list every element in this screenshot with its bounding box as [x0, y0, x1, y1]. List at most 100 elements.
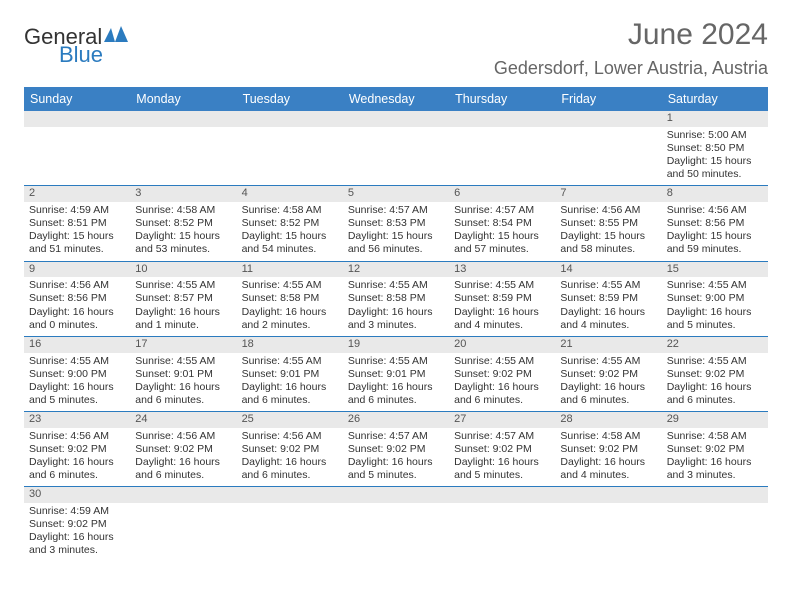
header: General June 2024 Gedersdorf, Lower Aust… — [24, 18, 768, 79]
weekday-header: Friday — [555, 87, 661, 111]
daylight-text: Daylight: 15 hours and 54 minutes. — [242, 230, 338, 256]
daylight-text: Daylight: 16 hours and 6 minutes. — [454, 381, 550, 407]
daylight-text: Daylight: 15 hours and 53 minutes. — [135, 230, 231, 256]
weekday-header: Sunday — [24, 87, 130, 111]
daylight-text: Daylight: 16 hours and 3 minutes. — [667, 456, 763, 482]
day-number-empty — [24, 111, 130, 127]
sunrise-text: Sunrise: 4:57 AM — [454, 430, 550, 443]
sunset-text: Sunset: 8:58 PM — [242, 292, 338, 305]
calendar-cell — [449, 111, 555, 186]
sunset-text: Sunset: 9:01 PM — [348, 368, 444, 381]
calendar-cell: 10Sunrise: 4:55 AMSunset: 8:57 PMDayligh… — [130, 261, 236, 336]
sunset-text: Sunset: 8:58 PM — [348, 292, 444, 305]
sunrise-text: Sunrise: 4:58 AM — [667, 430, 763, 443]
location: Gedersdorf, Lower Austria, Austria — [494, 58, 768, 79]
sunset-text: Sunset: 9:02 PM — [667, 443, 763, 456]
weekday-header: Tuesday — [237, 87, 343, 111]
sunrise-text: Sunrise: 4:56 AM — [560, 204, 656, 217]
calendar-cell — [449, 487, 555, 562]
sunset-text: Sunset: 9:00 PM — [667, 292, 763, 305]
sunrise-text: Sunrise: 4:57 AM — [348, 204, 444, 217]
calendar-cell: 4Sunrise: 4:58 AMSunset: 8:52 PMDaylight… — [237, 186, 343, 261]
sunset-text: Sunset: 9:02 PM — [135, 443, 231, 456]
calendar-cell — [343, 111, 449, 186]
calendar-cell — [130, 111, 236, 186]
daylight-text: Daylight: 16 hours and 3 minutes. — [29, 531, 125, 557]
calendar-cell — [555, 487, 661, 562]
day-number: 17 — [130, 337, 236, 353]
sunset-text: Sunset: 9:02 PM — [242, 443, 338, 456]
day-number: 9 — [24, 262, 130, 278]
daylight-text: Daylight: 16 hours and 5 minutes. — [348, 456, 444, 482]
sunrise-text: Sunrise: 4:55 AM — [667, 279, 763, 292]
daylight-text: Daylight: 15 hours and 57 minutes. — [454, 230, 550, 256]
sunset-text: Sunset: 8:56 PM — [29, 292, 125, 305]
sunrise-text: Sunrise: 4:56 AM — [667, 204, 763, 217]
day-number: 6 — [449, 186, 555, 202]
sunrise-text: Sunrise: 4:55 AM — [454, 279, 550, 292]
day-number: 13 — [449, 262, 555, 278]
calendar-cell: 16Sunrise: 4:55 AMSunset: 9:00 PMDayligh… — [24, 336, 130, 411]
brand-part2-wrap: Blue — [59, 42, 103, 68]
daylight-text: Daylight: 15 hours and 50 minutes. — [667, 155, 763, 181]
calendar-cell: 3Sunrise: 4:58 AMSunset: 8:52 PMDaylight… — [130, 186, 236, 261]
calendar-week-row: 16Sunrise: 4:55 AMSunset: 9:00 PMDayligh… — [24, 336, 768, 411]
calendar-cell: 19Sunrise: 4:55 AMSunset: 9:01 PMDayligh… — [343, 336, 449, 411]
day-number-empty — [662, 487, 768, 503]
sunset-text: Sunset: 8:54 PM — [454, 217, 550, 230]
sunrise-text: Sunrise: 4:55 AM — [560, 279, 656, 292]
calendar-cell: 13Sunrise: 4:55 AMSunset: 8:59 PMDayligh… — [449, 261, 555, 336]
sunrise-text: Sunrise: 4:56 AM — [242, 430, 338, 443]
sunset-text: Sunset: 8:55 PM — [560, 217, 656, 230]
calendar-cell: 24Sunrise: 4:56 AMSunset: 9:02 PMDayligh… — [130, 412, 236, 487]
calendar-cell — [237, 487, 343, 562]
sunrise-text: Sunrise: 5:00 AM — [667, 129, 763, 142]
daylight-text: Daylight: 16 hours and 0 minutes. — [29, 306, 125, 332]
day-number: 29 — [662, 412, 768, 428]
daylight-text: Daylight: 16 hours and 2 minutes. — [242, 306, 338, 332]
sunset-text: Sunset: 9:01 PM — [135, 368, 231, 381]
day-number-empty — [343, 487, 449, 503]
day-number-empty — [343, 111, 449, 127]
daylight-text: Daylight: 16 hours and 6 minutes. — [135, 456, 231, 482]
sunset-text: Sunset: 9:02 PM — [454, 443, 550, 456]
weekday-header-row: Sunday Monday Tuesday Wednesday Thursday… — [24, 87, 768, 111]
day-number-empty — [130, 111, 236, 127]
calendar-cell: 22Sunrise: 4:55 AMSunset: 9:02 PMDayligh… — [662, 336, 768, 411]
calendar-cell — [237, 111, 343, 186]
calendar-cell — [24, 111, 130, 186]
sunset-text: Sunset: 8:50 PM — [667, 142, 763, 155]
sunrise-text: Sunrise: 4:59 AM — [29, 204, 125, 217]
day-number: 5 — [343, 186, 449, 202]
sunset-text: Sunset: 9:02 PM — [29, 443, 125, 456]
daylight-text: Daylight: 16 hours and 6 minutes. — [560, 381, 656, 407]
sunset-text: Sunset: 8:59 PM — [454, 292, 550, 305]
day-number: 11 — [237, 262, 343, 278]
calendar-cell: 5Sunrise: 4:57 AMSunset: 8:53 PMDaylight… — [343, 186, 449, 261]
sunrise-text: Sunrise: 4:55 AM — [348, 355, 444, 368]
sunset-text: Sunset: 9:00 PM — [29, 368, 125, 381]
calendar-cell: 14Sunrise: 4:55 AMSunset: 8:59 PMDayligh… — [555, 261, 661, 336]
day-number: 23 — [24, 412, 130, 428]
calendar-cell: 9Sunrise: 4:56 AMSunset: 8:56 PMDaylight… — [24, 261, 130, 336]
day-number-empty — [237, 487, 343, 503]
sunrise-text: Sunrise: 4:55 AM — [29, 355, 125, 368]
sunrise-text: Sunrise: 4:58 AM — [135, 204, 231, 217]
weekday-header: Thursday — [449, 87, 555, 111]
title-block: June 2024 Gedersdorf, Lower Austria, Aus… — [494, 18, 768, 79]
daylight-text: Daylight: 16 hours and 3 minutes. — [348, 306, 444, 332]
calendar-cell — [662, 487, 768, 562]
sunrise-text: Sunrise: 4:56 AM — [29, 430, 125, 443]
sunrise-text: Sunrise: 4:55 AM — [560, 355, 656, 368]
sunset-text: Sunset: 8:51 PM — [29, 217, 125, 230]
calendar-cell: 25Sunrise: 4:56 AMSunset: 9:02 PMDayligh… — [237, 412, 343, 487]
sunset-text: Sunset: 8:52 PM — [242, 217, 338, 230]
calendar-cell: 11Sunrise: 4:55 AMSunset: 8:58 PMDayligh… — [237, 261, 343, 336]
sunrise-text: Sunrise: 4:56 AM — [29, 279, 125, 292]
sunrise-text: Sunrise: 4:55 AM — [242, 355, 338, 368]
calendar-week-row: 2Sunrise: 4:59 AMSunset: 8:51 PMDaylight… — [24, 186, 768, 261]
calendar-cell: 8Sunrise: 4:56 AMSunset: 8:56 PMDaylight… — [662, 186, 768, 261]
calendar-cell: 7Sunrise: 4:56 AMSunset: 8:55 PMDaylight… — [555, 186, 661, 261]
daylight-text: Daylight: 15 hours and 51 minutes. — [29, 230, 125, 256]
sunset-text: Sunset: 9:02 PM — [29, 518, 125, 531]
